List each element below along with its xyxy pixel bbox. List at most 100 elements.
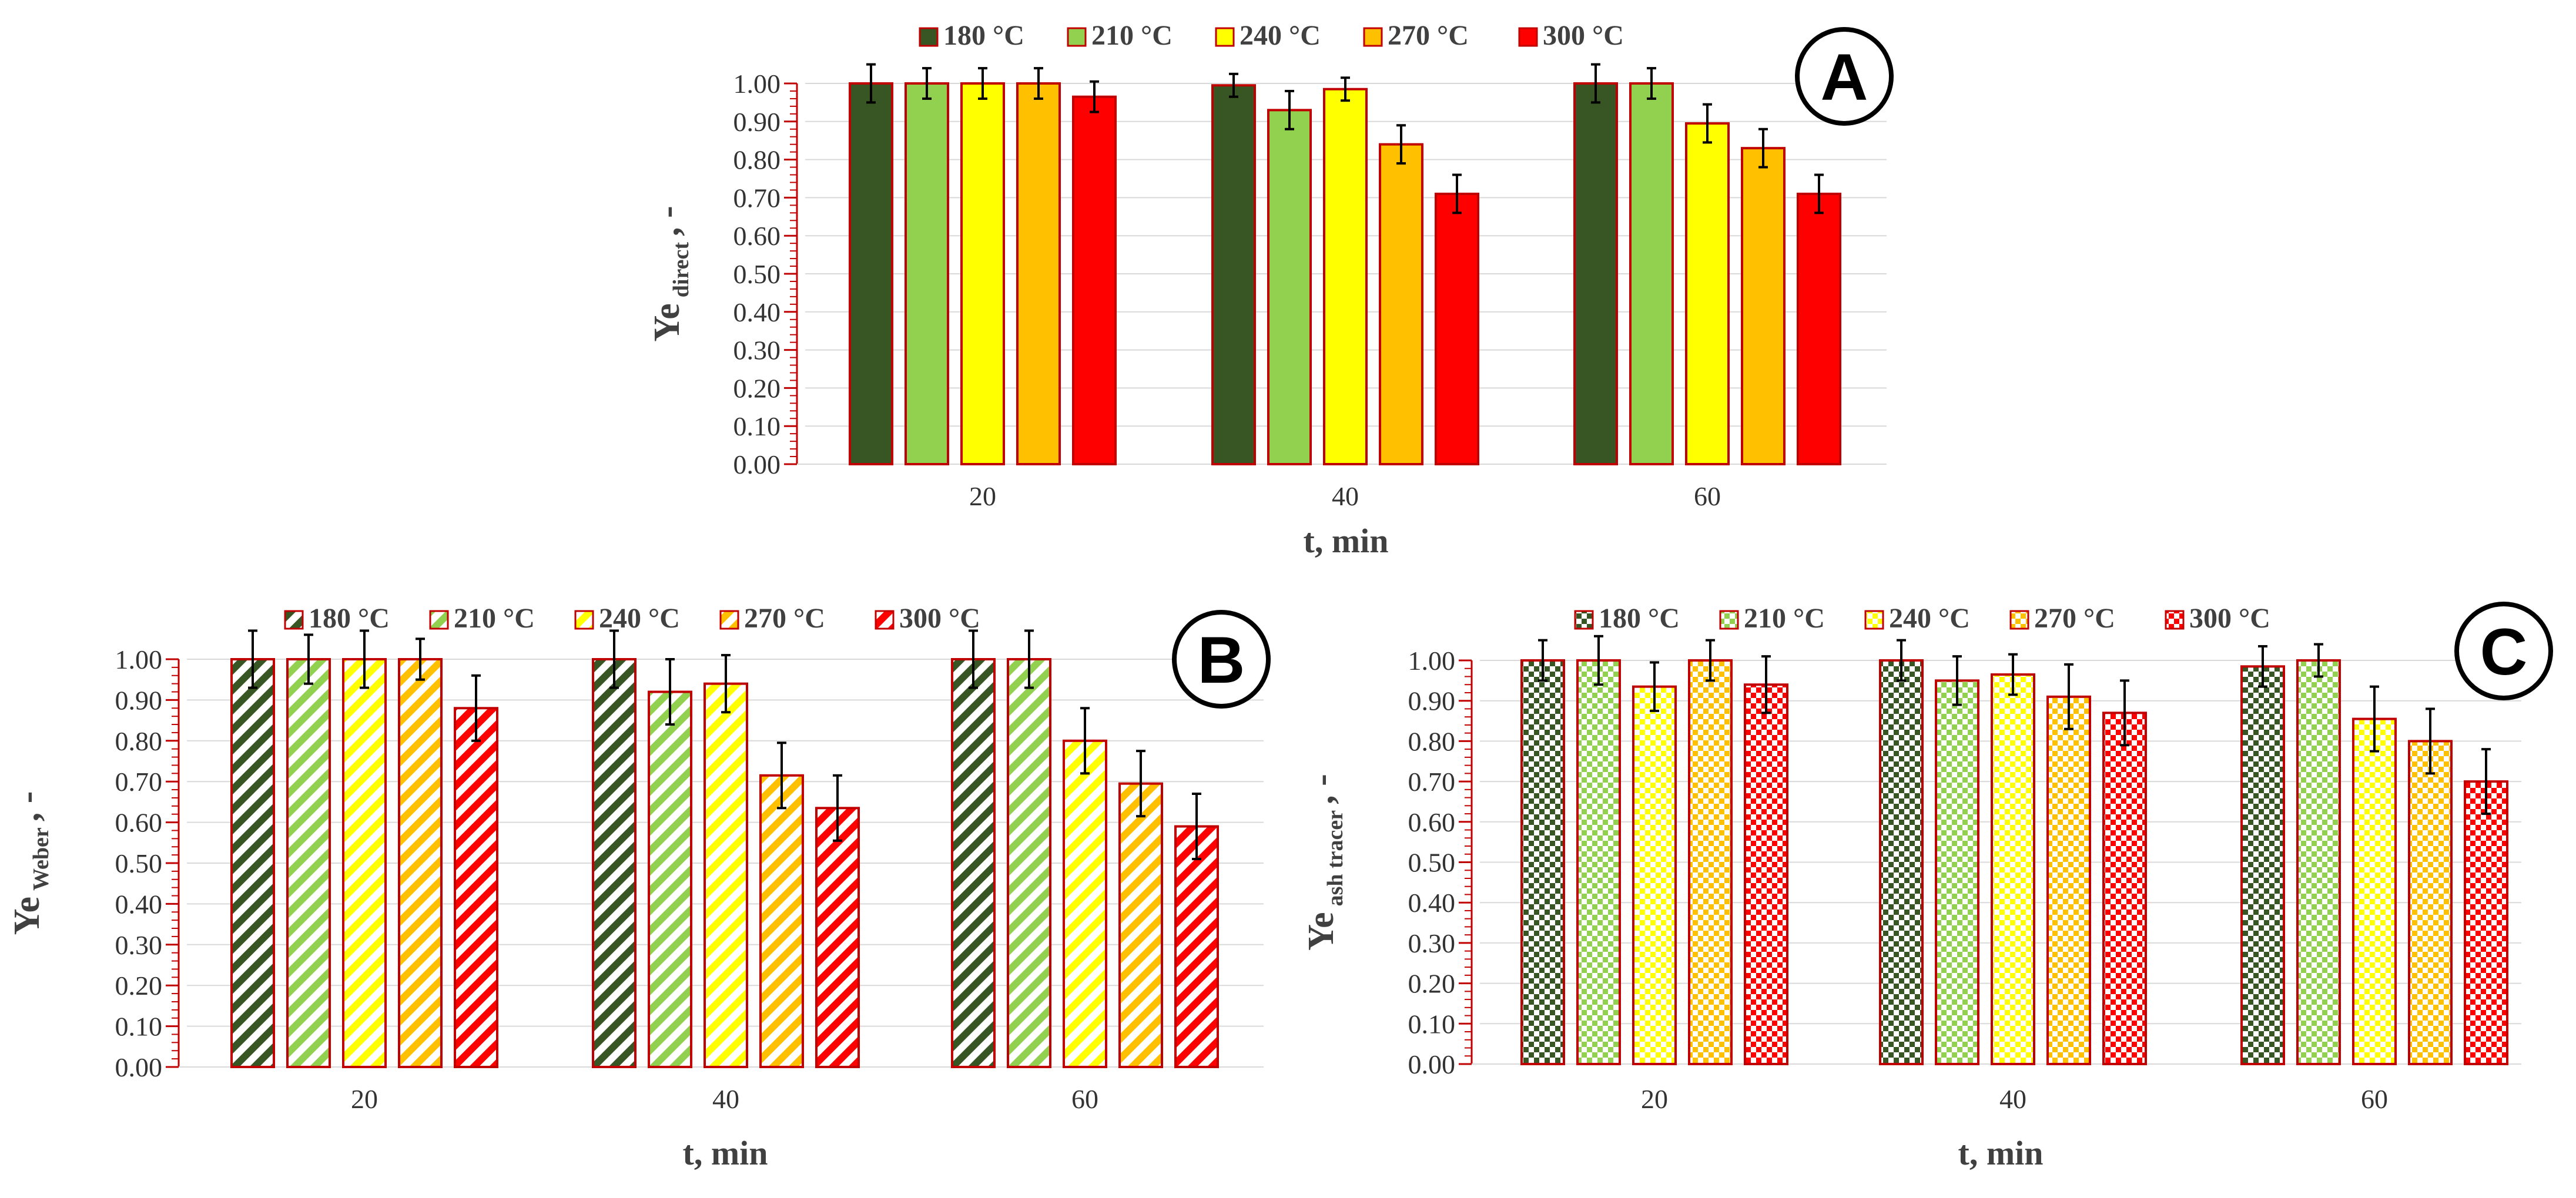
panel-b-y-tick-label: 0.40 — [115, 889, 163, 919]
panel-b-legend-label: 270 °C — [744, 603, 825, 634]
panel-b-x-tick-label: 20 — [351, 1084, 378, 1114]
panel-b-letter-badge: B — [1172, 610, 1271, 709]
panel-b-error-bar — [721, 654, 731, 714]
panel-a-y-tick-label: 0.50 — [733, 259, 781, 289]
panel-a-bar-40min-series-1 — [1211, 84, 1256, 466]
panel-a-legend-label: 210 °C — [1091, 20, 1173, 51]
panel-a-legend-swatch — [919, 27, 939, 47]
panel-b-error-bar — [609, 629, 619, 689]
panel-b-bar-20min-series-5 — [454, 707, 498, 1068]
panel-b-bar-60min-series-5 — [1174, 825, 1219, 1069]
panel-b-letter: B — [1198, 623, 1245, 697]
panel-c-legend-label: 210 °C — [1744, 603, 1825, 634]
panel-c-legend-item-1: 180 °C — [1574, 603, 1680, 634]
panel-b-legend-item-4: 270 °C — [719, 603, 825, 634]
panel-b-legend-item-3: 240 °C — [574, 603, 680, 634]
panel-c-bar-20min-series-1 — [1520, 659, 1565, 1065]
panel-b-y-tick-label: 0.80 — [115, 726, 163, 756]
panel-a-y-tick-label: 0.20 — [733, 373, 781, 403]
panel-c-y-axis-title: Ye ash tracer , - — [1301, 774, 1348, 951]
panel-b-y-axis-title-main: Ye — [7, 897, 47, 935]
panel-b-error-bar — [833, 774, 842, 842]
panel-b-legend-label: 300 °C — [899, 603, 980, 634]
panel-a-error-bar — [1285, 89, 1294, 130]
panel-c-letter: C — [2480, 615, 2528, 689]
panel-b-bar-60min-series-4 — [1118, 782, 1163, 1069]
panel-c-legend-swatch — [2009, 610, 2029, 630]
panel-b-y-tick-label: 0.20 — [115, 971, 163, 1001]
panel-b-legend-item-1: 180 °C — [284, 603, 390, 634]
panel-b-error-bar — [360, 629, 369, 689]
panel-c-error-bar — [2064, 663, 2073, 730]
panel-a-bar-40min-series-4 — [1379, 143, 1423, 465]
panel-c-error-bar — [2426, 707, 2435, 775]
panel-a-error-bar — [1758, 127, 1768, 169]
panel-b-legend-swatch — [574, 610, 594, 630]
panel-b-legend-swatch — [719, 610, 739, 630]
panel-c-legend-item-4: 270 °C — [2009, 603, 2115, 634]
panel-c-legend-label: 180 °C — [1599, 603, 1680, 634]
panel-c-y-tick-label: 0.50 — [1408, 848, 1456, 878]
panel-c-legend-swatch — [1719, 610, 1739, 630]
panel-a-letter-badge: A — [1795, 27, 1894, 126]
panel-c-x-tick-label: 40 — [1999, 1084, 2026, 1114]
panel-a-error-bar — [1341, 76, 1350, 102]
panel-c-bar-20min-series-3 — [1632, 685, 1677, 1065]
panel-a-error-bar — [866, 63, 876, 104]
panel-a-y-axis-title-main: Ye — [647, 303, 687, 341]
panel-a-bar-40min-series-5 — [1435, 192, 1479, 465]
panel-b-error-bar — [665, 658, 675, 726]
panel-b-error-bar — [471, 674, 481, 742]
panel-b-legend-swatch — [875, 610, 895, 630]
panel-c-error-bar — [1761, 655, 1771, 714]
panel-c-bar-60min-series-4 — [2408, 740, 2453, 1065]
panel-c-error-bar — [1897, 639, 1906, 682]
panel-c-x-tick-label: 20 — [1641, 1084, 1668, 1114]
panel-a-bar-40min-series-3 — [1323, 88, 1368, 466]
panel-a-error-bar — [922, 67, 932, 100]
panel-b-error-bar — [248, 629, 257, 689]
panel-c-error-bar — [1650, 661, 1659, 712]
panel-b-bar-20min-series-1 — [230, 658, 275, 1068]
panel-c-bar-20min-series-4 — [1688, 659, 1733, 1065]
panel-b-bar-40min-series-1 — [592, 658, 637, 1068]
panel-b-bar-20min-series-2 — [286, 658, 331, 1068]
panel-c-error-bar — [2370, 685, 2379, 753]
panel-c-error-bar — [2481, 748, 2491, 816]
panel-a-y-tick-label: 0.40 — [733, 297, 781, 327]
panel-c-bar-60min-series-3 — [2352, 717, 2397, 1065]
panel-c-y-tick-label: 0.10 — [1408, 1009, 1456, 1039]
panel-c-bar-60min-series-2 — [2296, 659, 2341, 1065]
panel-a-bar-60min-series-3 — [1685, 122, 1730, 466]
panel-c-y-tick-label: 0.30 — [1408, 928, 1456, 958]
panel-a-legend-label: 270 °C — [1388, 20, 1469, 51]
panel-c-legend-label: 300 °C — [2189, 603, 2270, 634]
panel-c-legend-label: 270 °C — [2034, 603, 2115, 634]
panel-a-bar-60min-series-2 — [1629, 82, 1674, 465]
panel-b-legend-swatch — [284, 610, 304, 630]
panel-a-bar-20min-series-2 — [905, 82, 949, 465]
panel-b-bar-40min-series-2 — [648, 690, 692, 1068]
panel-c-bar-40min-series-3 — [1991, 673, 2035, 1066]
panel-a-x-tick-label: 60 — [1694, 481, 1721, 511]
panel-b-y-tick-label: 0.90 — [115, 685, 163, 715]
panel-b-legend-swatch — [429, 610, 449, 630]
panel-c-error-bar — [2314, 643, 2323, 678]
panel-a-error-bar — [1814, 173, 1824, 214]
panel-a-error-bar — [1591, 63, 1600, 104]
panel-c-bar-60min-series-1 — [2240, 665, 2285, 1066]
panel-c-y-tick-label: 1.00 — [1408, 646, 1456, 676]
panel-b-error-bar — [969, 629, 978, 689]
panel-b-legend-item-5: 300 °C — [875, 603, 980, 634]
panel-a-error-bar — [1647, 67, 1656, 100]
panel-c-y-axis-title-main: Ye — [1301, 912, 1341, 950]
panel-b-y-tick-label: 0.30 — [115, 930, 163, 960]
panel-c-y-axis-title-tail: , - — [1301, 774, 1341, 804]
panel-b-error-bar — [416, 637, 425, 681]
panel-a-legend-swatch — [1067, 27, 1087, 47]
panel-c-legend-item-2: 210 °C — [1719, 603, 1825, 634]
panel-a-bar-20min-series-3 — [960, 82, 1005, 465]
panel-b-chart: 0.00 0.10 0.20 0.30 0.40 0.50 0.60 0.70 0.80 0.90… — [7, 603, 1271, 1172]
panel-c-x-tick-label: 60 — [2361, 1084, 2388, 1114]
